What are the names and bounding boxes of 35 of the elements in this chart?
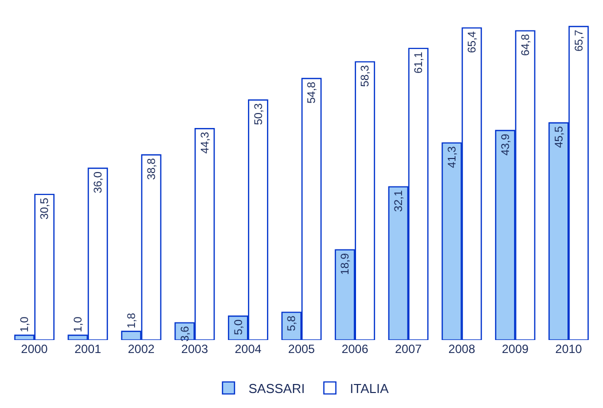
x-tick-label: 2004 bbox=[234, 342, 262, 356]
data-label: 44,3 bbox=[199, 132, 212, 154]
x-tick-label: 2000 bbox=[21, 342, 48, 356]
data-label: 61,1 bbox=[413, 52, 426, 74]
data-label: 65,7 bbox=[573, 30, 586, 52]
data-label: 58,3 bbox=[360, 65, 372, 87]
x-tick-label: 2005 bbox=[288, 342, 316, 356]
data-label: 5,0 bbox=[232, 319, 245, 335]
data-label: 65,4 bbox=[466, 31, 479, 53]
data-label: 1,8 bbox=[126, 312, 138, 328]
x-tick-label: 2003 bbox=[181, 342, 208, 356]
x-tick-label: 2008 bbox=[448, 342, 476, 356]
x-tick-label: 2001 bbox=[74, 342, 102, 356]
x-tick-label: 2006 bbox=[342, 342, 369, 356]
data-label: 36,0 bbox=[92, 172, 105, 194]
data-label: 41,3 bbox=[446, 146, 458, 168]
data-label: 18,9 bbox=[340, 253, 352, 275]
data-label: 64,8 bbox=[520, 34, 532, 56]
data-label: 3,6 bbox=[179, 326, 192, 342]
legend-label: ITALIA bbox=[350, 381, 389, 396]
data-label: 30,5 bbox=[39, 198, 52, 220]
data-label: 1,0 bbox=[72, 316, 85, 332]
data-label: 38,8 bbox=[146, 158, 158, 180]
x-tick-label: 2007 bbox=[395, 342, 422, 356]
data-label: 5,8 bbox=[286, 316, 298, 332]
data-label: 43,9 bbox=[500, 134, 512, 156]
data-label: 32,1 bbox=[393, 190, 406, 212]
x-tick-label: 2010 bbox=[555, 342, 582, 356]
data-label: 45,5 bbox=[553, 126, 566, 148]
x-tick-label: 2009 bbox=[502, 342, 529, 356]
data-label: 1,0 bbox=[19, 316, 32, 332]
x-tick-label: 2002 bbox=[128, 342, 155, 356]
data-label: 54,8 bbox=[306, 82, 318, 104]
data-label: 50,3 bbox=[252, 103, 265, 126]
legend-label: SASSARI bbox=[248, 381, 305, 396]
